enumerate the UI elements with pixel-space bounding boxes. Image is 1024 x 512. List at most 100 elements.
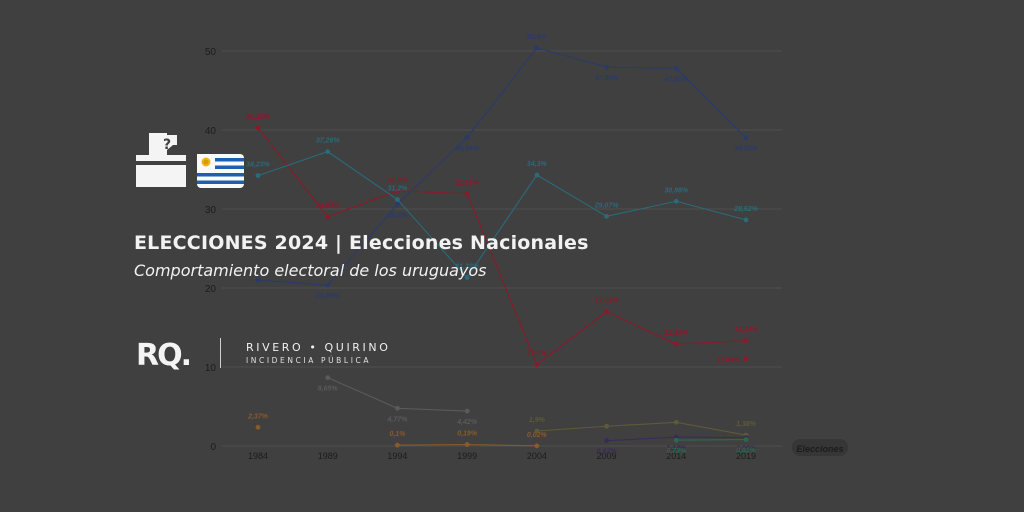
y-tick-label: 0	[210, 442, 216, 453]
data-point	[255, 277, 261, 283]
y-tick-label: 40	[205, 126, 217, 137]
data-point	[604, 309, 609, 314]
data-label: 13,34%	[734, 327, 759, 334]
data-point	[673, 419, 679, 425]
x-tick-label: 2004	[527, 451, 547, 461]
data-label: 28,62%	[733, 206, 759, 213]
data-label: 1,06%	[736, 446, 757, 453]
data-point	[534, 443, 540, 449]
data-label: 29,03%	[315, 203, 341, 210]
data-point	[673, 437, 679, 443]
data-label: 0,02%	[527, 432, 548, 439]
data-point	[743, 135, 749, 141]
data-point	[325, 149, 331, 155]
data-point	[673, 65, 679, 71]
data-label: 11,04%	[716, 357, 740, 364]
data-label: 12,89%	[664, 330, 689, 337]
data-label: 4,42%	[456, 419, 478, 426]
x-tick-label: 1989	[318, 451, 338, 461]
data-label: 0,73%	[666, 448, 687, 455]
logo-name: RIVERO • QUIRINO	[246, 341, 391, 354]
data-point	[395, 405, 400, 411]
data-label: 20,35%	[315, 293, 341, 300]
data-label: 0,1%	[389, 431, 406, 438]
data-point	[743, 437, 749, 443]
data-label: 34,23%	[246, 162, 271, 169]
data-point	[464, 275, 470, 280]
data-label: 39,02%	[734, 146, 759, 153]
data-label: 31,2%	[387, 186, 408, 193]
logo-divider	[220, 338, 221, 368]
data-label: 17,02%	[595, 298, 620, 305]
data-label: 37,26%	[316, 138, 341, 145]
data-label: 1,9%	[529, 417, 546, 424]
data-point	[604, 213, 609, 219]
data-point	[673, 341, 679, 347]
data-label: 0,19%	[457, 430, 478, 437]
data-point	[743, 217, 749, 223]
x-tick-label: 1999	[457, 451, 477, 461]
series-line	[536, 421, 747, 436]
data-point	[395, 188, 400, 194]
data-point	[743, 356, 749, 362]
series-line	[257, 127, 747, 366]
data-point	[395, 442, 400, 448]
data-label: 47,96%	[594, 75, 620, 82]
data-point	[604, 64, 609, 70]
logo-tagline: INCIDENCIA PÚBLICA	[246, 356, 372, 365]
data-label: 10,3%	[527, 351, 548, 358]
data-label: 34,3%	[527, 161, 548, 168]
data-point	[395, 201, 400, 207]
uruguay-flag-icon	[197, 154, 244, 188]
svg-text:?: ?	[163, 137, 171, 153]
data-point	[255, 125, 261, 131]
data-point	[534, 45, 540, 51]
data-label: 0,67%	[597, 449, 618, 456]
data-label: 50,4%	[527, 34, 548, 41]
data-label: 0,81%	[736, 448, 757, 455]
logo-mark: RQ.	[136, 338, 192, 373]
data-point	[534, 172, 540, 178]
x-axis-label-background	[792, 439, 848, 456]
series-line	[676, 439, 747, 441]
data-point	[604, 438, 609, 444]
data-point	[325, 375, 331, 381]
data-label: 8,65%	[318, 386, 339, 393]
x-tick-label: 2009	[597, 451, 617, 461]
x-tick-label: 1994	[387, 451, 407, 461]
data-point	[464, 191, 470, 197]
data-point	[534, 362, 540, 368]
data-point	[464, 408, 470, 414]
data-label: 31,93%	[455, 180, 480, 187]
data-point	[604, 423, 609, 429]
series-line	[257, 151, 747, 279]
series-line	[257, 47, 747, 286]
data-label: 21,32%	[454, 264, 480, 271]
x-axis-label: Elecciones	[796, 444, 843, 454]
data-label: 1,38%	[736, 421, 757, 428]
y-tick-label: 50	[205, 47, 217, 58]
data-label: 30,98%	[664, 187, 689, 194]
data-point	[255, 173, 261, 178]
data-label: 2,37%	[247, 413, 269, 420]
data-point	[464, 442, 470, 447]
data-point	[395, 197, 400, 202]
data-label: 29,07%	[594, 202, 620, 209]
x-tick-label: 2019	[736, 451, 756, 461]
data-point	[673, 198, 679, 204]
y-tick-label: 20	[205, 284, 217, 295]
data-point	[464, 135, 470, 140]
data-point	[534, 428, 540, 434]
data-label: 47,81%	[663, 76, 689, 83]
y-tick-label: 30	[205, 205, 217, 216]
data-label: 32,3%	[387, 177, 408, 184]
data-point	[325, 214, 331, 220]
x-tick-label: 2014	[666, 451, 686, 461]
data-point	[743, 338, 749, 344]
data-point	[255, 424, 261, 430]
data-point	[325, 282, 331, 288]
x-tick-label: 1984	[248, 451, 268, 461]
ballot-box-icon: ?	[136, 133, 186, 187]
